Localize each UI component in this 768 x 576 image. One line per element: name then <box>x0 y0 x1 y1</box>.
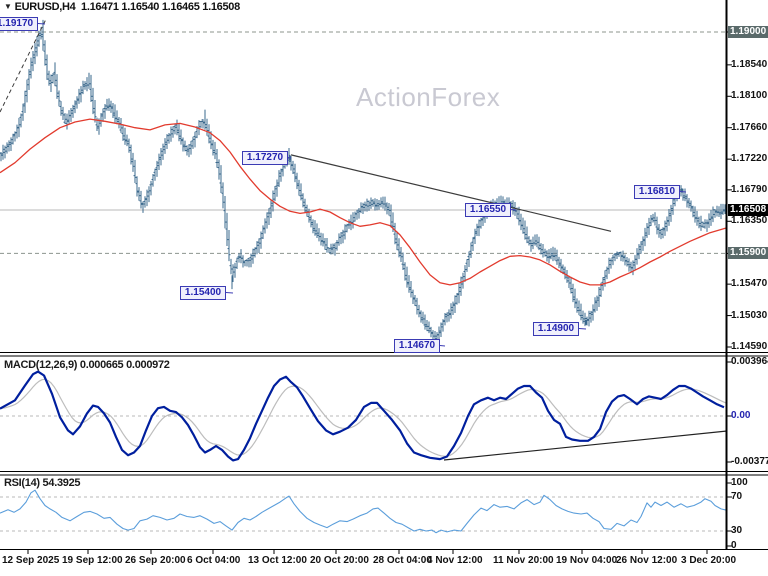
price-axis-label: 1.17220 <box>731 153 768 165</box>
price-flag-label[interactable]: 1.14670 <box>394 339 440 353</box>
macd-axis-label: 0.003964 <box>731 356 768 367</box>
date-axis-label: 4 Nov 12:00 <box>427 555 483 566</box>
price-axis-label: 1.18540 <box>731 58 768 70</box>
date-axis-label: 19 Nov 04:00 <box>556 555 618 566</box>
macd-axis-label: 0.00 <box>731 410 751 421</box>
price-axis-label: 1.15470 <box>731 278 768 290</box>
rsi-axis-label: 100 <box>731 477 748 488</box>
date-axis-label: 26 Sep 20:00 <box>125 555 186 566</box>
date-axis-label: 6 Oct 04:00 <box>187 555 241 566</box>
price-axis-label: 1.18100 <box>731 90 768 102</box>
price-axis-label: 1.14590 <box>731 341 768 352</box>
symbol-timeframe-label: EURUSD,H4 <box>14 1 76 13</box>
price-flag-label[interactable]: 1.19170 <box>0 17 38 31</box>
rsi-indicator-label: RSI(14) 54.3925 <box>4 477 81 489</box>
date-axis-label: 20 Oct 20:00 <box>310 555 369 566</box>
macd-axis-label: -0.003774 <box>731 456 768 467</box>
date-axis-label: 12 Sep 2025 <box>2 555 60 566</box>
date-axis-label: 26 Nov 12:00 <box>616 555 678 566</box>
rsi-axis-label: 0 <box>731 540 737 551</box>
price-axis-label: 1.16350 <box>731 215 768 227</box>
watermark: ActionForex <box>356 82 501 112</box>
price-axis-label: 1.15900 <box>728 247 768 260</box>
rsi-axis-label: 70 <box>731 491 743 502</box>
date-axis-label: 13 Oct 12:00 <box>248 555 307 566</box>
chart-title: ▼ EURUSD,H4 1.16471 1.16540 1.16465 1.165… <box>4 1 240 13</box>
price-flag-label[interactable]: 1.15400 <box>180 286 226 300</box>
price-axis-label: 1.17660 <box>731 121 768 133</box>
price-flag-label[interactable]: 1.16810 <box>634 185 680 199</box>
price-axis-label: 1.16790 <box>731 183 768 195</box>
macd-indicator-label: MACD(12,26,9) 0.000665 0.000972 <box>4 359 170 371</box>
date-axis-label: 11 Nov 20:00 <box>493 555 554 566</box>
date-axis-label: 28 Oct 04:00 <box>373 555 432 566</box>
title-ohlc-values: 1.16471 1.16540 1.16465 1.16508 <box>81 1 240 13</box>
current-price-label: 1.16508 <box>728 204 768 216</box>
symbol-dropdown-icon: ▼ <box>4 2 12 11</box>
price-axis-label: 1.15030 <box>731 309 768 321</box>
price-flag-label[interactable]: 1.16550 <box>465 203 511 217</box>
price-flag-label[interactable]: 1.17270 <box>242 151 288 165</box>
rsi-axis-label: 30 <box>731 525 743 536</box>
price-flag-label[interactable]: 1.14900 <box>533 322 579 336</box>
date-axis-label: 3 Dec 20:00 <box>681 555 737 566</box>
price-axis-label: 1.19000 <box>728 26 768 38</box>
date-axis-label: 19 Sep 12:00 <box>62 555 123 566</box>
